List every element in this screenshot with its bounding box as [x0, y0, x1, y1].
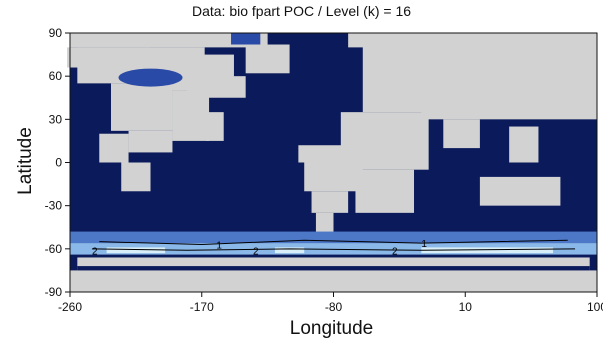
contour-line-2: [91, 248, 576, 251]
contour-label: 1: [421, 239, 427, 250]
x-tick-label: -260: [58, 300, 82, 314]
land-sa-south: [311, 191, 349, 213]
land-west-edge-2: [121, 162, 151, 192]
southern-band-high-2: [274, 247, 305, 254]
land-africa-south: [355, 169, 415, 213]
land-central-america: [128, 130, 173, 153]
land-antarctica-edge: [70, 270, 597, 292]
land-na-east: [187, 76, 246, 98]
southern-band-high-1: [106, 247, 166, 254]
contour-label: 2: [392, 246, 398, 257]
y-tick-label: 60: [49, 69, 63, 83]
southern-band-high-3: [421, 247, 554, 254]
land-na-west: [110, 83, 173, 131]
contour-label: 2: [92, 246, 98, 257]
land-asia: [421, 44, 597, 120]
x-tick-label: 10: [459, 300, 473, 314]
land-africa-north: [340, 112, 429, 170]
x-tick-label: -80: [325, 300, 343, 314]
land-greenland: [245, 44, 290, 74]
contour-line-1: [99, 239, 568, 246]
y-tick-label: -30: [45, 199, 63, 213]
chart-title: Data: bio fpart POC / Level (k) = 16: [191, 3, 412, 19]
land-australia: [479, 176, 561, 206]
y-tick-label: -60: [45, 242, 63, 256]
land-sa-tip: [315, 212, 334, 235]
land-se-asia: [509, 126, 539, 163]
southern-band-low: [70, 231, 597, 244]
y-tick-label: 90: [49, 26, 63, 40]
x-tick-label: -170: [190, 300, 214, 314]
shallow-patch: [118, 68, 183, 87]
y-tick-label: 30: [49, 112, 63, 126]
contour-label: 1: [216, 241, 222, 252]
contour-label: 2: [253, 246, 259, 257]
land-west-edge-1: [99, 133, 129, 163]
y-tick-label: 0: [55, 156, 62, 170]
land-india: [443, 119, 480, 149]
x-tick-label: 100: [587, 300, 603, 314]
land-na-gulf: [206, 112, 224, 141]
x-axis-label: Longitude: [289, 318, 374, 339]
land-na-central: [172, 90, 210, 141]
y-tick-label: -90: [45, 285, 63, 299]
land-sa-north: [298, 145, 349, 163]
arctic-shelf: [231, 33, 261, 45]
antarctic-shelf: [77, 266, 590, 271]
